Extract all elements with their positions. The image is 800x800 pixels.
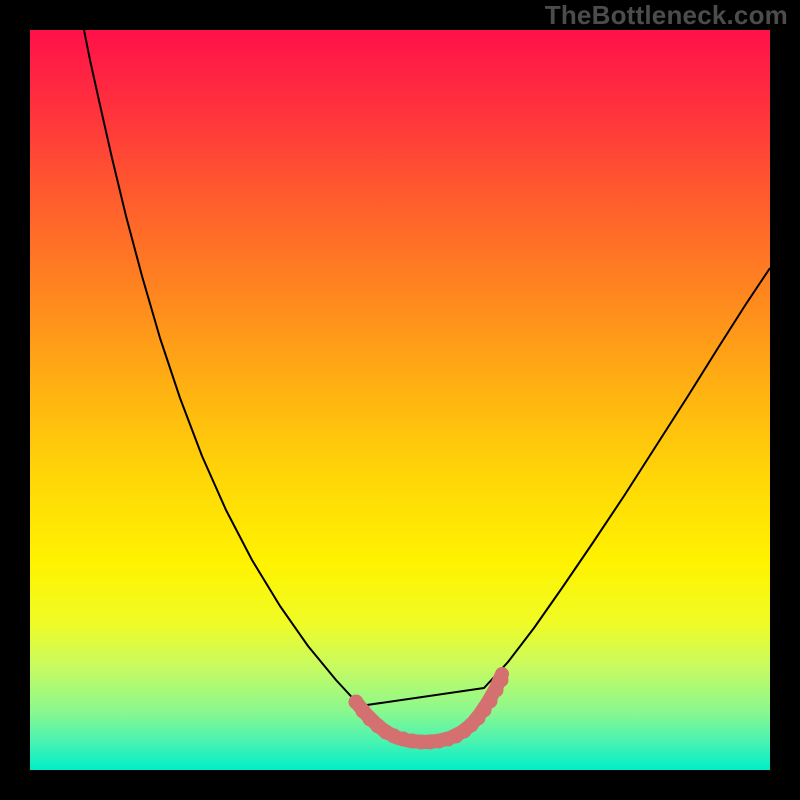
gradient-background: [30, 30, 770, 770]
plot-area: [30, 30, 770, 770]
chart-frame: TheBottleneck.com: [0, 0, 800, 800]
plot-svg: [30, 30, 770, 770]
highlight-dot: [494, 673, 509, 688]
watermark-text: TheBottleneck.com: [545, 0, 788, 31]
